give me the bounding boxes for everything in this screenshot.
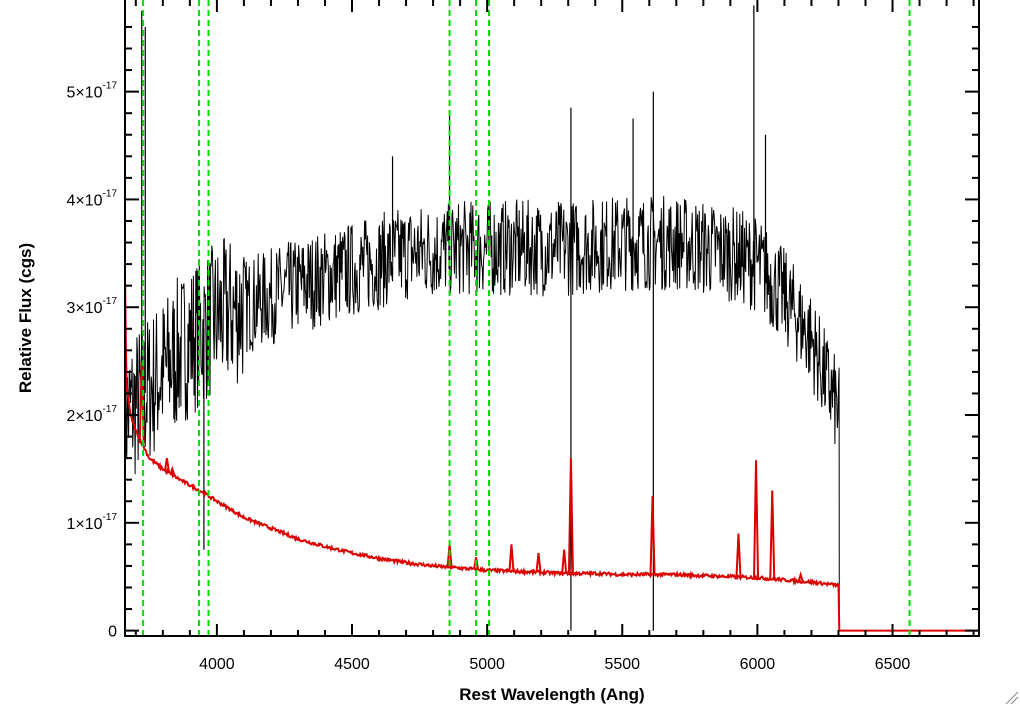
x-tick-label-0: 4000 (199, 656, 235, 673)
y-tick-mantissa-5: 5×10 (67, 85, 103, 102)
model-emission-line-10 (735, 533, 742, 578)
y-tick-mantissa-0: 0 (108, 624, 117, 641)
y-tick-mantissa-4: 4×10 (67, 192, 103, 209)
x-tick-label-1: 4500 (334, 656, 370, 673)
model-emission-line-7 (561, 549, 568, 574)
y-axis-title: Relative Flux (cgs) (16, 243, 35, 393)
model-emission-line-8 (567, 458, 574, 574)
y-tick-exponent-1: -17 (103, 512, 118, 523)
x-axis-title: Rest Wavelength (Ang) (459, 685, 644, 704)
y-tick-mantissa-2: 2×10 (67, 408, 103, 425)
x-tick-label-5: 6500 (875, 656, 911, 673)
model-spectrum-line (125, 274, 979, 632)
y-tick-exponent-5: -17 (103, 81, 118, 92)
y-tick-label-5: 5×10-17 (67, 81, 118, 102)
model-emission-line-9 (649, 495, 656, 575)
y-tick-mantissa-1: 1×10 (67, 516, 103, 533)
model-emission-line-11 (753, 460, 760, 578)
y-tick-mantissa-3: 3×10 (67, 300, 103, 317)
y-tick-label-0: 0 (108, 624, 117, 641)
marker-layer (142, 0, 911, 636)
y-tick-exponent-4: -17 (103, 188, 118, 199)
y-tick-label-2: 2×10-17 (67, 404, 118, 425)
model-emission-line-12 (769, 490, 776, 579)
y-tick-label-1: 1×10-17 (67, 512, 118, 533)
model-emission-line-6 (535, 552, 542, 573)
y-tick-exponent-2: -17 (103, 404, 118, 415)
x-tick-label-3: 5500 (604, 656, 640, 673)
x-tick-label-2: 5000 (469, 656, 505, 673)
plot-frame (124, 0, 980, 637)
y-tick-exponent-3: -17 (103, 296, 118, 307)
y-tick-label-4: 4×10-17 (67, 188, 118, 209)
tick-layer (125, 0, 979, 636)
model-emission-line-2 (169, 465, 176, 476)
model-emission-line-4 (473, 557, 480, 570)
label-layer: 4000 4500 5000 5500 6000 650001×10-172×10-173… (67, 81, 911, 673)
model-emission-line-1 (163, 457, 170, 472)
model-emission-line-13 (797, 571, 804, 582)
resize-grip-icon (1005, 691, 1019, 705)
observed-spectrum-line (125, 195, 840, 631)
model-emission-line-5 (508, 544, 515, 572)
series-layer (125, 5, 979, 632)
y-tick-label-3: 3×10-17 (67, 296, 118, 317)
x-tick-label-4: 6000 (740, 656, 776, 673)
